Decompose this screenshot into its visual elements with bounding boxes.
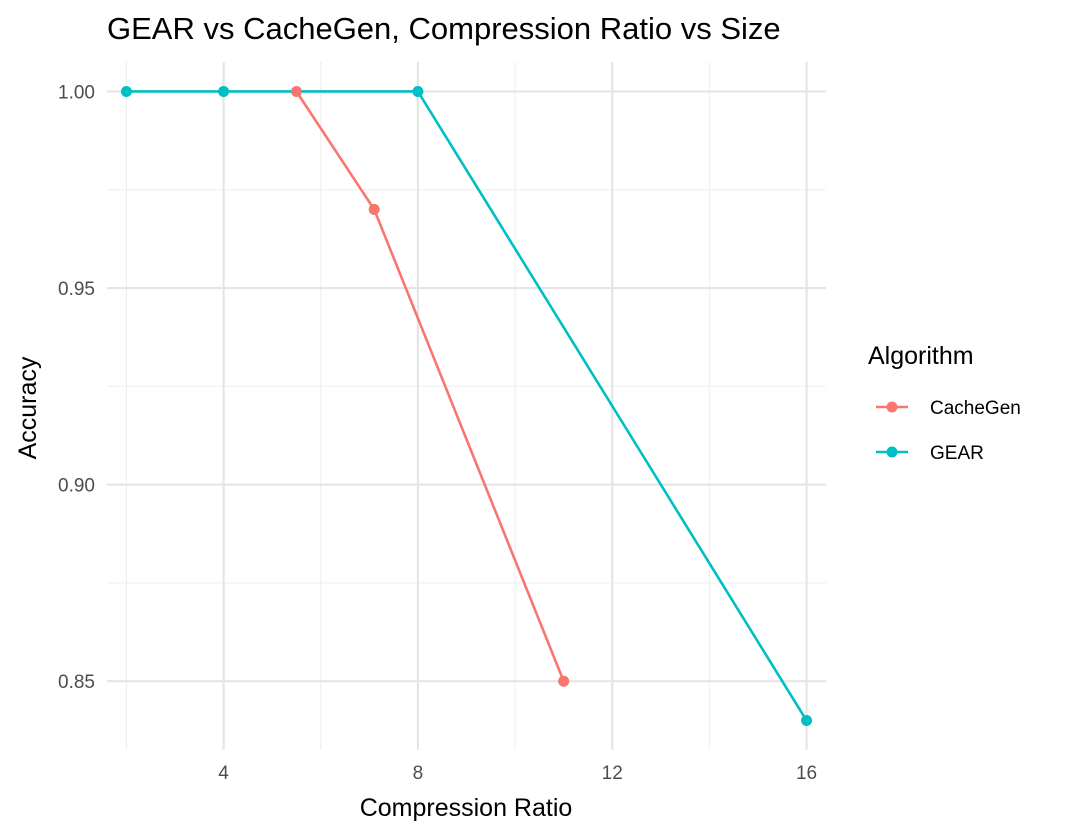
legend-item-cachegen: CacheGen: [876, 398, 1021, 419]
legend-key-point: [886, 401, 898, 413]
y-tick-label: 1.00: [58, 82, 95, 103]
data-point-gear: [412, 85, 424, 97]
x-tick-label: 16: [796, 763, 817, 784]
plot-panel: [107, 62, 826, 750]
y-tick-label: 0.90: [58, 476, 95, 497]
y-tick-label: 0.95: [58, 279, 95, 300]
chart-title: GEAR vs CacheGen, Compression Ratio vs S…: [107, 11, 781, 46]
legend-items: CacheGen GEAR: [876, 398, 1021, 464]
x-axis-title: Compression Ratio: [360, 794, 573, 822]
data-point-gear: [218, 85, 230, 97]
data-point-cachegen: [368, 203, 380, 215]
data-point-gear: [120, 85, 132, 97]
legend-label: CacheGen: [930, 398, 1021, 419]
legend-title: Algorithm: [868, 342, 974, 370]
x-tick-label: 12: [602, 763, 623, 784]
legend-key-point: [886, 446, 898, 458]
x-tick-label: 4: [218, 763, 229, 784]
legend-item-gear: GEAR: [876, 443, 984, 464]
series-lines: [126, 90, 808, 722]
legend: Algorithm CacheGen GEAR: [868, 342, 1021, 464]
minor-gridlines: [107, 62, 826, 750]
series-points: [120, 85, 813, 727]
legend-label: GEAR: [930, 443, 984, 464]
data-point-cachegen: [290, 85, 302, 97]
y-axis-tick-labels: 0.85 0.90 0.95 1.00: [58, 82, 95, 693]
x-axis-tick-labels: 4 8 12 16: [218, 763, 817, 784]
major-gridlines: [107, 62, 826, 750]
data-point-gear: [801, 715, 813, 727]
x-tick-label: 8: [413, 763, 424, 784]
series-line-gear: [126, 90, 808, 722]
y-tick-label: 0.85: [58, 672, 95, 693]
y-axis-title: Accuracy: [14, 356, 42, 459]
data-point-cachegen: [558, 675, 570, 687]
